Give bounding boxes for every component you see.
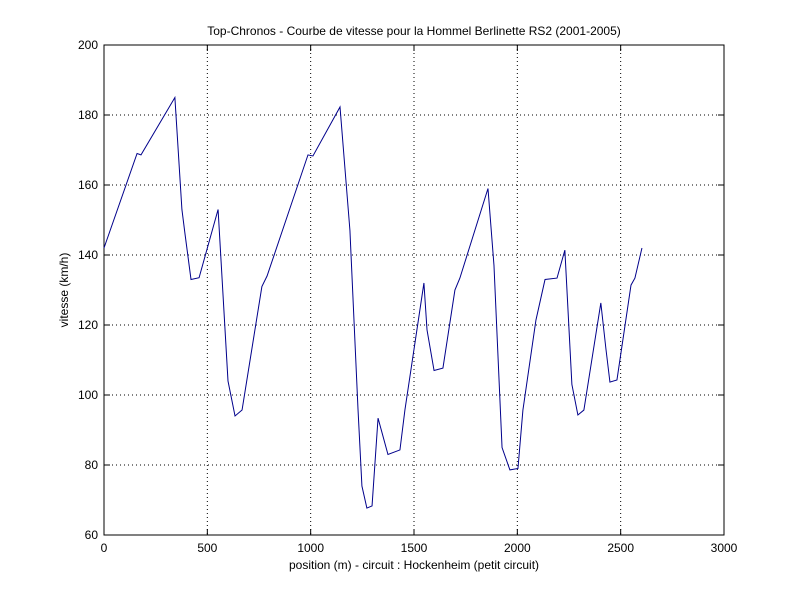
chart-title: Top-Chronos - Courbe de vitesse pour la …: [207, 24, 621, 38]
x-axis-label: position (m) - circuit : Hockenheim (pet…: [289, 558, 539, 572]
y-tick-label: 180: [78, 108, 98, 122]
plot-frame: [103, 44, 725, 536]
x-tick-label: 1000: [297, 541, 324, 555]
y-tick-label: 60: [85, 528, 99, 542]
y-tick-label: 140: [78, 248, 98, 262]
y-tick-label: 100: [78, 388, 98, 402]
y-tick-label: 120: [78, 318, 98, 332]
x-tick-label: 500: [197, 541, 217, 555]
x-tick-label: 0: [101, 541, 108, 555]
y-tick-label: 200: [78, 38, 98, 52]
y-axis-label: vitesse (km/h): [57, 253, 71, 328]
x-tick-label: 2500: [607, 541, 634, 555]
speed-line: [103, 95, 643, 509]
y-tick-label: 160: [78, 178, 98, 192]
y-tick-label: 80: [85, 458, 99, 472]
x-tick-label: 2000: [504, 541, 531, 555]
x-tick-label: 3000: [711, 541, 738, 555]
x-tick-label: 1500: [401, 541, 428, 555]
